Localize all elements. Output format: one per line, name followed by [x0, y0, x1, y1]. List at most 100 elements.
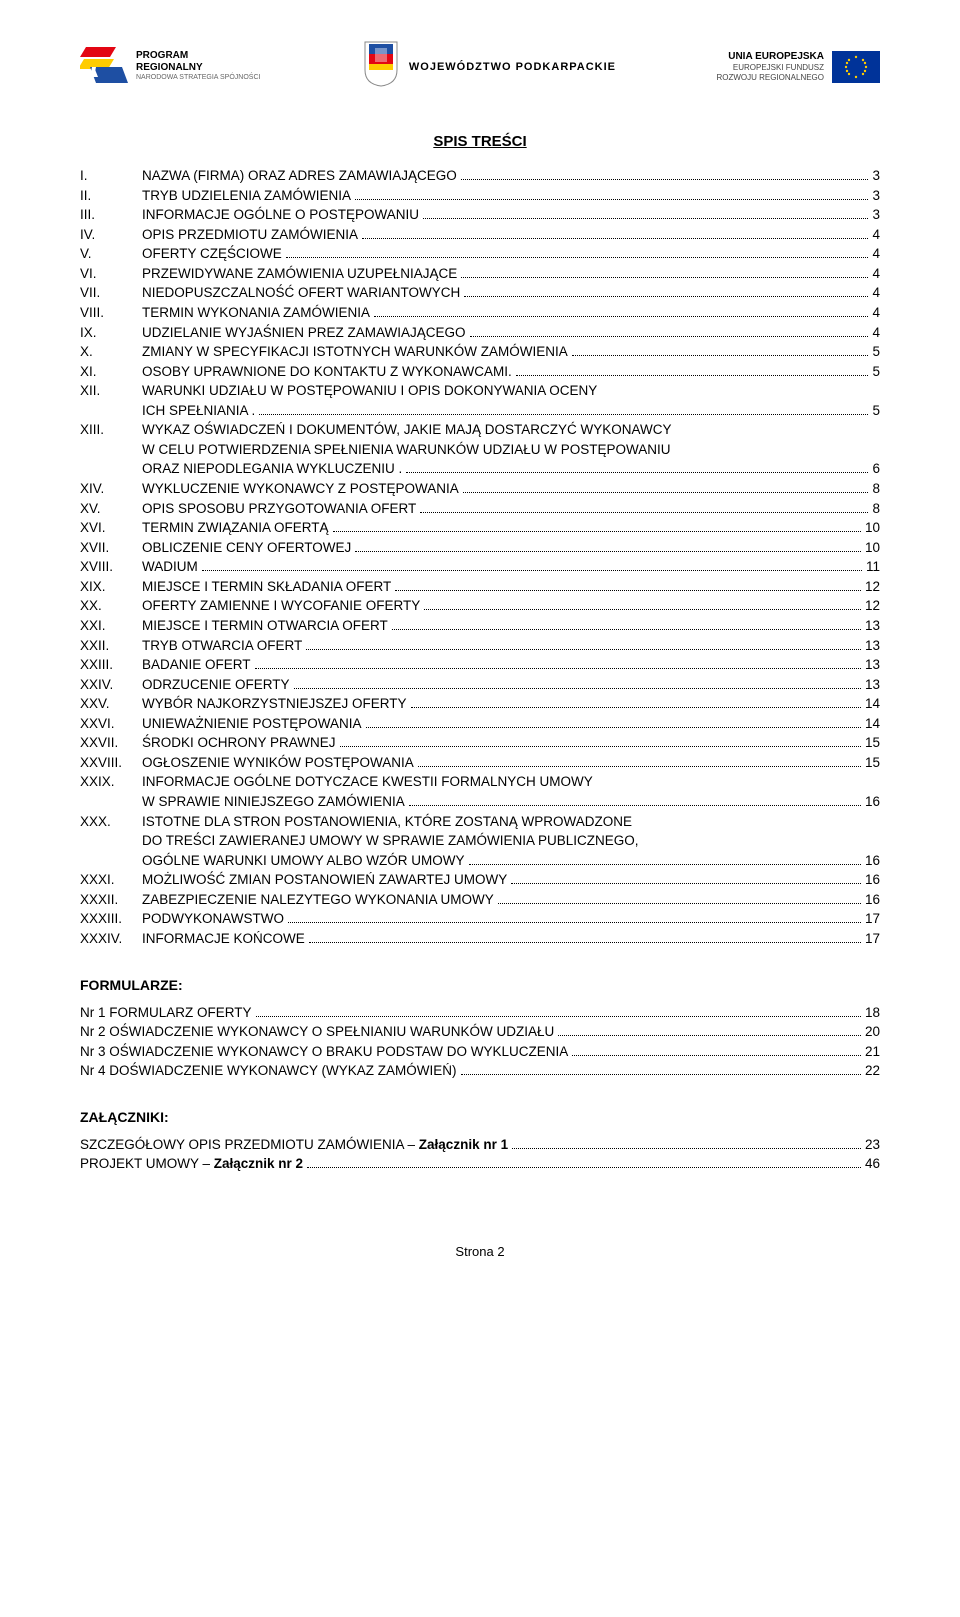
toc-label: WYKAZ OŚWIADCZEŃ I DOKUMENTÓW, JAKIE MAJ…: [142, 420, 672, 440]
logo-right: UNIA EUROPEJSKA EUROPEJSKI FUNDUSZ ROZWO…: [716, 51, 880, 83]
formularze-row: Nr 1 FORMULARZ OFERTY 18: [80, 1003, 880, 1023]
toc-label: INFORMACJE KOŃCOWE: [142, 929, 305, 949]
toc-row-cont: OGÓLNE WARUNKI UMOWY ALBO WZÓR UMOWY 16: [80, 851, 880, 871]
toc-page: 12: [865, 596, 880, 616]
toc-dots: [463, 482, 869, 493]
page-title: SPIS TREŚCI: [80, 133, 880, 150]
toc-row: VI.PRZEWIDYWANE ZAMÓWIENIA UZUPEŁNIAJĄCE…: [80, 264, 880, 284]
logo-left-text: PROGRAM REGIONALNY NARODOWA STRATEGIA SP…: [136, 50, 260, 82]
toc-roman: XVIII.: [80, 557, 142, 577]
toc-label: OFERTY CZĘŚCIOWE: [142, 244, 282, 264]
eu-flag-icon: [832, 51, 880, 83]
toc-row: XIII.WYKAZ OŚWIADCZEŃ I DOKUMENTÓW, JAKI…: [80, 420, 880, 440]
toc-roman: IX.: [80, 323, 142, 343]
toc-roman: XIII.: [80, 420, 142, 440]
toc-label: UNIEWAŻNIENIE POSTĘPOWANIA: [142, 714, 362, 734]
zalaczniki-row: PROJEKT UMOWY – Załącznik nr 2 46: [80, 1154, 880, 1174]
toc-dots: [255, 658, 861, 669]
toc-label: TRYB OTWARCIA OFERT: [142, 636, 302, 656]
toc-page: 16: [865, 851, 880, 871]
toc-label: UDZIELANIE WYJAŚNIEN PREZ ZAMAWIAJĄCEGO: [142, 323, 466, 343]
toc-row-cont: W SPRAWIE NINIEJSZEGO ZAMÓWIENIA 16: [80, 792, 880, 812]
toc-label: ISTOTNE DLA STRON POSTANOWIENIA, KTÓRE Z…: [142, 812, 632, 832]
toc-roman: XV.: [80, 499, 142, 519]
toc-dots: [355, 541, 861, 552]
toc-roman: I.: [80, 166, 142, 186]
toc-row: IV.OPIS PRZEDMIOTU ZAMÓWIENIA 4: [80, 225, 880, 245]
toc-roman: XXV.: [80, 694, 142, 714]
toc-page: 6: [872, 459, 880, 479]
toc-page: 15: [865, 753, 880, 773]
toc-dots: [424, 600, 861, 611]
formularze-label: Nr 4 DOŚWIADCZENIE WYKONAWCY (WYKAZ ZAMÓ…: [80, 1061, 457, 1081]
page-footer: Strona 2: [80, 1244, 880, 1259]
toc-row: IX.UDZIELANIE WYJAŚNIEN PREZ ZAMAWIAJĄCE…: [80, 323, 880, 343]
toc-row-cont: DO TREŚCI ZAWIERANEJ UMOWY W SPRAWIE ZAM…: [80, 831, 880, 851]
toc-page: 12: [865, 577, 880, 597]
toc-dots: [340, 737, 861, 748]
toc-page: 3: [872, 166, 880, 186]
toc-page: 10: [865, 538, 880, 558]
toc-row: X.ZMIANY W SPECYFIKACJI ISTOTNYCH WARUNK…: [80, 342, 880, 362]
toc-label: W CELU POTWIERDZENIA SPEŁNIENIA WARUNKÓW…: [142, 440, 671, 460]
zalaczniki-page: 46: [865, 1154, 880, 1174]
toc-row: II.TRYB UDZIELENIA ZAMÓWIENIA 3: [80, 186, 880, 206]
toc-label: ODRZUCENIE OFERTY: [142, 675, 290, 695]
toc-row: XVIII.WADIUM 11: [80, 557, 880, 577]
toc-dots: [418, 756, 861, 767]
toc-label: OBLICZENIE CENY OFERTOWEJ: [142, 538, 351, 558]
toc-label: W SPRAWIE NINIEJSZEGO ZAMÓWIENIA: [142, 792, 405, 812]
toc-page: 4: [872, 264, 880, 284]
toc-page: 4: [872, 225, 880, 245]
toc-page: 13: [865, 616, 880, 636]
toc-dots: [306, 639, 861, 650]
toc-label: NAZWA (FIRMA) ORAZ ADRES ZAMAWIAJĄCEGO: [142, 166, 457, 186]
toc-roman: XVII.: [80, 538, 142, 558]
toc-label: PRZEWIDYWANE ZAMÓWIENIA UZUPEŁNIAJĄCE: [142, 264, 457, 284]
toc-roman: XX.: [80, 596, 142, 616]
toc-row: VIII.TERMIN WYKONANIA ZAMÓWIENIA 4: [80, 303, 880, 323]
toc-dots: [392, 619, 861, 630]
toc-roman: XXVII.: [80, 733, 142, 753]
toc-dots: [374, 306, 868, 317]
toc-label: TERMIN WYKONANIA ZAMÓWIENIA: [142, 303, 370, 323]
toc-row: XIX.MIEJSCE I TERMIN SKŁADANIA OFERT 12: [80, 577, 880, 597]
toc-roman: II.: [80, 186, 142, 206]
toc-page: 4: [872, 323, 880, 343]
toc-roman: XXX.: [80, 812, 142, 832]
toc-roman: VIII.: [80, 303, 142, 323]
toc-label: WADIUM: [142, 557, 198, 577]
toc-label: OPIS PRZEDMIOTU ZAMÓWIENIA: [142, 225, 358, 245]
toc-label: OGÓLNE WARUNKI UMOWY ALBO WZÓR UMOWY: [142, 851, 465, 871]
toc-page: 5: [872, 401, 880, 421]
toc-label: MOŻLIWOŚĆ ZMIAN POSTANOWIEŃ ZAWARTEJ UMO…: [142, 870, 507, 890]
toc-roman: XXIV.: [80, 675, 142, 695]
logo-center-text: WOJEWÓDZTWO PODKARPACKIE: [409, 61, 616, 73]
toc-dots: [288, 913, 861, 924]
toc-roman: XVI.: [80, 518, 142, 538]
toc-page: 13: [865, 675, 880, 695]
zalaczniki-heading: ZAŁĄCZNIKI:: [80, 1109, 880, 1125]
toc-page: 5: [872, 362, 880, 382]
toc-label: ZABEZPIECZENIE NALEZYTEGO WYKONANIA UMOW…: [142, 890, 494, 910]
toc-row: XVII.OBLICZENIE CENY OFERTOWEJ 10: [80, 538, 880, 558]
toc-row: XV.OPIS SPOSOBU PRZYGOTOWANIA OFERT 8: [80, 499, 880, 519]
toc-dots: [461, 1064, 861, 1075]
toc-dots: [309, 932, 861, 943]
toc-dots: [498, 893, 861, 904]
toc-row: XXI.MIEJSCE I TERMIN OTWARCIA OFERT 13: [80, 616, 880, 636]
toc-page: 3: [872, 205, 880, 225]
formularze-label: Nr 1 FORMULARZ OFERTY: [80, 1003, 252, 1023]
formularze-row: Nr 3 OŚWIADCZENIE WYKONAWCY O BRAKU PODS…: [80, 1042, 880, 1062]
toc-dots: [470, 326, 869, 337]
toc-roman: XXII.: [80, 636, 142, 656]
toc-row: XVI.TERMIN ZWIĄZANIA OFERTĄ 10: [80, 518, 880, 538]
toc-label: WYKLUCZENIE WYKONAWCY Z POSTĘPOWANIA: [142, 479, 459, 499]
toc-row: VII.NIEDOPUSZCZALNOŚĆ OFERT WARIANTOWYCH…: [80, 283, 880, 303]
toc-roman: V.: [80, 244, 142, 264]
toc-roman: XI.: [80, 362, 142, 382]
toc-page: 16: [865, 890, 880, 910]
toc-dots: [511, 873, 861, 884]
toc-page: 8: [872, 479, 880, 499]
logo-right-text: UNIA EUROPEJSKA EUROPEJSKI FUNDUSZ ROZWO…: [716, 51, 824, 82]
